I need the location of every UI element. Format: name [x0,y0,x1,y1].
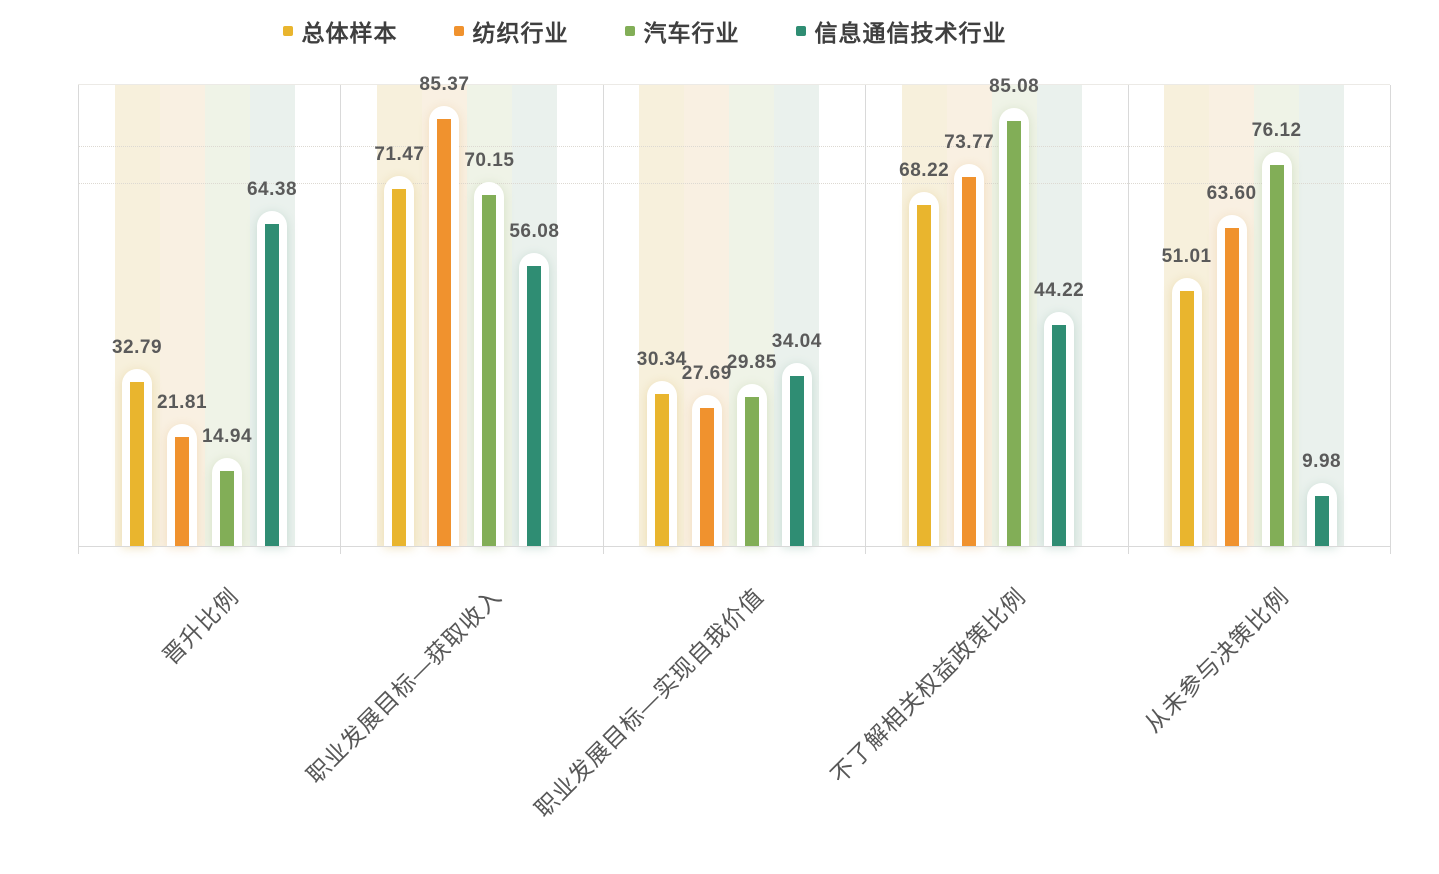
plot-area: 32.79 21.81 14.94 64.38 晋升比例 71.47 85.37 70.15 5… [78,74,1391,822]
value-label: 30.34 [636,349,687,371]
bar-1-cat-2 [392,188,407,546]
value-label: 29.85 [726,351,777,373]
category-label: 晋升比例 [157,583,244,670]
value-label: 85.37 [419,74,470,96]
category-label: 从未参与决策比例 [1139,583,1294,738]
bar-1-cat-3 [654,394,669,546]
value-label: 85.08 [989,75,1040,97]
bar-2-cat-5 [1224,228,1239,546]
legend-label: 汽车行业 [643,20,740,46]
value-label: 34.04 [771,330,822,352]
bar-3-cat-5 [1269,165,1284,546]
value-label: 21.81 [156,391,208,413]
legend-label: 纺织行业 [472,20,569,46]
value-label: 68.22 [899,159,950,181]
x-axis-line [78,546,1390,547]
legend-marker-icon [795,26,806,36]
category-label: 不了解相关权益政策比例 [825,583,1032,789]
dotted-gridline [78,183,1390,184]
bar-4-cat-1 [265,224,279,546]
bar-3-cat-2 [482,195,497,546]
legend-marker-icon [453,26,464,36]
legend-label: 总体样本 [301,20,398,46]
value-label: 44.22 [1034,279,1085,301]
bar-2-cat-4 [962,177,977,546]
bar-1-cat-4 [917,204,932,546]
value-label: 51.01 [1161,245,1212,267]
value-label: 14.94 [201,426,253,448]
value-label: 56.08 [509,220,560,242]
bar-3-cat-1 [220,471,234,546]
bar-track [1299,85,1345,546]
category-label: 职业发展目标—实现自我价值 [529,583,769,823]
legend-item: 总体样本 [282,14,398,48]
bar-4-cat-2 [527,265,542,546]
plot-right-border [1390,85,1391,554]
legend-item: 汽车行业 [624,14,740,48]
bar-4-cat-4 [1052,324,1067,546]
value-label: 63.60 [1206,183,1257,204]
bar-4-cat-5 [1314,496,1329,546]
value-label: 9.98 [1302,451,1342,473]
value-label: 27.69 [681,362,732,384]
category-label: 职业发展目标—获取收入 [301,583,507,789]
value-label: 71.47 [374,143,425,165]
bar-3-cat-3 [744,396,759,546]
legend-item: 信息通信技术行业 [795,14,1007,48]
group-divider [603,85,604,554]
group-divider [1128,85,1129,554]
legend-marker-icon [282,26,293,36]
bar-4-cat-3 [789,375,804,546]
bar-3-cat-4 [1007,120,1022,546]
legend-label: 信息通信技术行业 [814,20,1007,46]
group-divider [865,85,866,554]
legend-item: 纺织行业 [453,14,569,48]
plot-left-border [78,85,79,554]
group-divider [340,85,341,554]
bar-1-cat-1 [130,382,144,546]
legend-marker-icon [624,26,635,36]
value-label: 70.15 [464,150,515,172]
value-label: 76.12 [1251,120,1302,142]
bar-2-cat-2 [437,119,452,546]
dotted-gridline [78,146,1390,147]
bar-1-cat-5 [1179,290,1194,546]
value-label: 64.38 [246,179,298,201]
bar-2-cat-1 [175,436,189,546]
value-label: 32.79 [111,337,163,359]
bar-2-cat-3 [699,407,714,546]
value-label: 73.77 [944,132,995,154]
chart-legend: 总体样本 纺织行业 汽车行业 信息通信技术行业 [0,14,1439,48]
